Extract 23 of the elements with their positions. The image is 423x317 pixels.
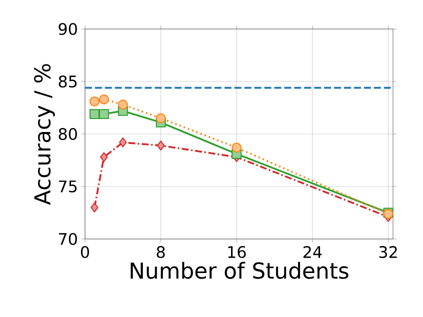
x-tick-label: 0	[80, 246, 90, 258]
x-tick-label: 16	[228, 246, 246, 258]
y-tick-label: 75	[59, 180, 77, 192]
point	[118, 100, 128, 110]
y-tick-label: 80	[58, 128, 77, 140]
point	[89, 109, 100, 120]
point	[98, 109, 109, 120]
point	[100, 152, 108, 162]
point	[156, 113, 166, 124]
point	[98, 94, 109, 104]
point	[156, 140, 165, 151]
y-tick-label: 70	[59, 232, 77, 246]
y-axis-title: Accuracy / %	[34, 64, 55, 205]
x-tick-label: 8	[156, 246, 165, 258]
y-tick-label: 85	[58, 75, 77, 88]
y-tick-label: 90	[58, 22, 77, 36]
x-tick-label: 32	[379, 246, 397, 258]
point	[232, 142, 242, 153]
point	[89, 96, 100, 106]
point	[119, 137, 127, 148]
point	[90, 202, 98, 212]
x-axis-title: Number of Students	[130, 262, 348, 279]
x-tick-label: 24	[303, 246, 322, 258]
